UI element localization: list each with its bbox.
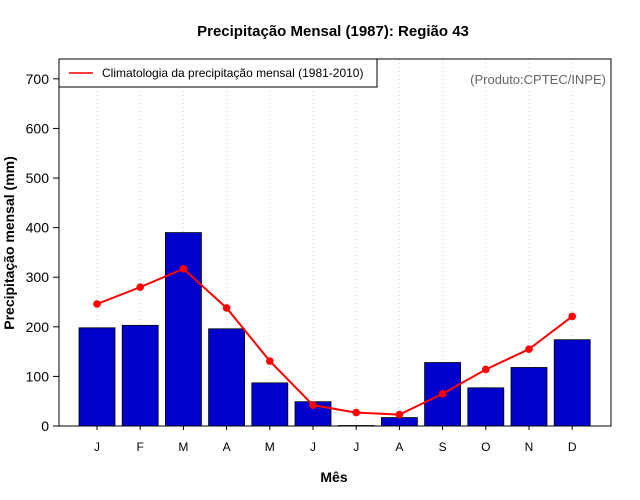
x-tick-label: M xyxy=(178,440,188,454)
bars xyxy=(78,232,591,427)
x-tick-label: F xyxy=(137,440,144,454)
climatology-point xyxy=(93,300,101,308)
climatology-line xyxy=(96,267,573,416)
climatology-point xyxy=(482,365,490,374)
climatology-point xyxy=(309,401,317,409)
climatology-point xyxy=(179,264,188,273)
legend-box xyxy=(58,58,378,88)
climatology-point xyxy=(222,304,231,312)
climatology-point xyxy=(266,357,274,365)
y-tick-label: 100 xyxy=(26,368,50,384)
climatology-point xyxy=(352,408,361,417)
y-axis: 0 100 200 300 400 500 600 700 xyxy=(26,71,59,434)
credit-text: (Produto:CPTEC/INPE) xyxy=(470,72,606,87)
climatology-point xyxy=(136,283,144,291)
climatology-point xyxy=(568,312,576,321)
x-axis-label: Mês xyxy=(320,469,347,485)
x-tick-label: J xyxy=(310,440,316,454)
y-tick-label: 600 xyxy=(26,120,50,136)
bar-O-10 xyxy=(467,387,505,427)
y-tick-label: 0 xyxy=(41,418,49,434)
y-tick-label: 500 xyxy=(26,170,50,186)
y-tick-label: 200 xyxy=(26,319,50,335)
y-tick-label: 400 xyxy=(26,220,50,236)
legend-entry-climatology: Climatologia da precipitação mensal (198… xyxy=(102,66,363,80)
y-axis-label: Precipitação mensal (mm) xyxy=(1,156,17,330)
bar-A-4 xyxy=(208,328,246,427)
climatology-point xyxy=(525,345,533,353)
chart-title: Precipitação Mensal (1987): Região 43 xyxy=(197,23,469,40)
x-tick-label: N xyxy=(525,440,534,454)
x-tick-label: O xyxy=(481,440,490,454)
legend: Climatologia da precipitação mensal (198… xyxy=(58,58,378,88)
x-tick-label: D xyxy=(568,440,577,454)
climatology-point xyxy=(438,389,447,398)
x-tick-label: M xyxy=(265,440,275,454)
x-tick-label: A xyxy=(223,440,231,454)
x-tick-label: A xyxy=(395,440,403,454)
bar-M-5 xyxy=(251,382,289,427)
bar-F-2 xyxy=(121,324,159,427)
bar-N-11 xyxy=(510,367,548,427)
climatology-line-group xyxy=(93,264,576,419)
bar-A-8 xyxy=(380,417,418,427)
bar-D-12 xyxy=(553,339,591,427)
x-tick-label: J xyxy=(353,440,359,454)
x-tick-label: S xyxy=(439,440,447,454)
y-tick-label: 300 xyxy=(26,269,50,285)
bar-M-3 xyxy=(164,232,202,427)
x-tick-label: J xyxy=(94,440,100,454)
bar-J-1 xyxy=(78,327,116,427)
y-tick-label: 700 xyxy=(26,71,50,87)
climatology-point xyxy=(395,410,404,419)
